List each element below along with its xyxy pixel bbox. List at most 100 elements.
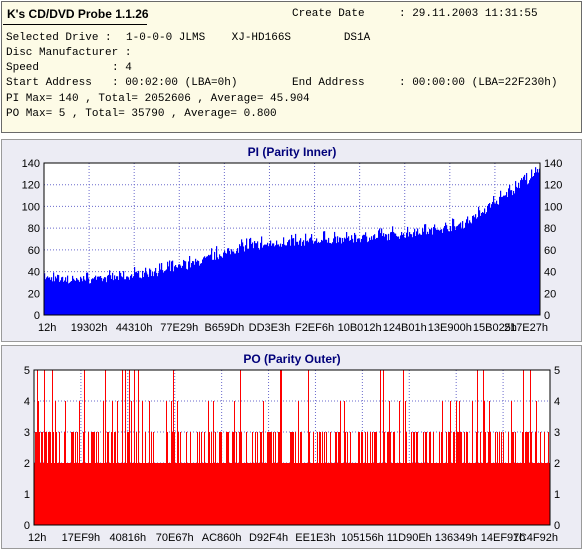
pi-bar xyxy=(496,200,498,315)
pi-bar xyxy=(378,230,380,315)
po-bar xyxy=(410,463,411,525)
pi-bar xyxy=(444,225,446,315)
po-bar xyxy=(64,432,65,525)
po-bar xyxy=(406,432,407,525)
app-title: K's CD/DVD Probe 1.1.26 xyxy=(7,7,149,21)
po-bar xyxy=(358,432,359,525)
pi-bar xyxy=(279,246,281,315)
po-bar xyxy=(109,463,110,525)
pi-bar xyxy=(224,250,226,315)
pi-bar xyxy=(214,251,216,315)
po-bar xyxy=(424,463,425,525)
po-bar xyxy=(243,463,244,525)
pi-bar xyxy=(291,234,293,315)
po-bar xyxy=(291,432,292,525)
po-bar xyxy=(331,463,332,525)
x-tick-label: 17EF9h xyxy=(62,532,101,544)
po-bar xyxy=(100,463,101,525)
pi-bar xyxy=(189,255,191,315)
pi-bar xyxy=(48,277,50,315)
po-bar xyxy=(142,401,143,525)
po-bar xyxy=(346,463,347,525)
po-bar xyxy=(252,432,253,525)
pi-bar xyxy=(299,240,301,315)
po-bar xyxy=(283,463,284,525)
po-bar xyxy=(491,463,492,525)
pi-bar xyxy=(77,279,79,315)
po-bar xyxy=(221,432,222,525)
pi-bar xyxy=(244,251,246,315)
po-bar xyxy=(528,432,529,525)
speed-label: Speed xyxy=(6,62,40,74)
pi-bar xyxy=(512,195,514,315)
pi-bar xyxy=(253,248,255,315)
po-bar xyxy=(504,463,505,525)
selected-drive-label: Selected Drive : xyxy=(6,32,112,44)
pi-bar xyxy=(65,277,67,315)
pi-bar xyxy=(386,234,388,315)
po-bar xyxy=(239,432,240,525)
pi-bar xyxy=(137,273,139,315)
pi-bar xyxy=(289,239,291,315)
pi-bar xyxy=(125,279,127,315)
plot-border xyxy=(33,369,551,526)
pi-bar xyxy=(114,275,116,315)
pi-bar xyxy=(448,231,450,315)
po-bar xyxy=(266,463,267,525)
po-bar xyxy=(162,463,163,525)
x-tick-label: D92F4h xyxy=(249,532,288,544)
po-bar xyxy=(178,432,179,525)
pi-bar xyxy=(98,276,100,315)
po-bar xyxy=(391,463,392,525)
po-bar xyxy=(304,463,305,525)
po-bar xyxy=(91,432,92,525)
po-bar xyxy=(151,432,152,525)
pi-bar xyxy=(57,274,59,315)
pi-bar xyxy=(153,276,155,315)
pi-bar xyxy=(290,245,292,315)
po-bar xyxy=(432,463,433,525)
po-bar xyxy=(172,432,173,525)
po-bar xyxy=(127,432,128,525)
po-bar xyxy=(132,463,133,525)
po-bar xyxy=(394,432,395,525)
po-bar xyxy=(320,432,321,525)
po-bar xyxy=(421,463,422,525)
pi-bar xyxy=(469,220,471,315)
pi-bar xyxy=(181,267,183,315)
po-bar xyxy=(281,370,282,525)
pi-bar xyxy=(276,240,278,315)
x-tick-label: 13E900h xyxy=(428,322,472,334)
po-bar xyxy=(84,370,85,525)
pi-bar xyxy=(361,238,363,315)
po-bar xyxy=(174,432,175,525)
po-bar xyxy=(275,432,276,525)
po-bar xyxy=(136,432,137,525)
pi-bar xyxy=(195,258,197,315)
pi-bar xyxy=(499,196,501,315)
pi-bar xyxy=(488,204,490,315)
pi-bar xyxy=(223,252,225,315)
po-bar xyxy=(543,463,544,525)
po-bar xyxy=(279,432,280,525)
pi-bar xyxy=(132,277,134,315)
pi-bar xyxy=(171,261,173,315)
pi-bar xyxy=(92,278,94,315)
pi-bar xyxy=(519,188,521,315)
po-bar xyxy=(285,463,286,525)
po-bar xyxy=(115,432,116,525)
pi-bar xyxy=(510,190,512,315)
y-tick-label-left: 3 xyxy=(24,427,30,439)
pi-bar xyxy=(375,239,377,315)
y-tick-label-left: 5 xyxy=(24,365,30,377)
pi-bar xyxy=(424,224,426,315)
po-bar xyxy=(299,463,300,525)
pi-bar xyxy=(288,240,290,315)
po-bar xyxy=(435,463,436,525)
po-bar xyxy=(181,463,182,525)
po-bar xyxy=(204,432,205,525)
po-bar xyxy=(407,463,408,525)
po-bar xyxy=(47,463,48,525)
po-bar xyxy=(203,463,204,525)
pi-bar xyxy=(61,277,63,315)
